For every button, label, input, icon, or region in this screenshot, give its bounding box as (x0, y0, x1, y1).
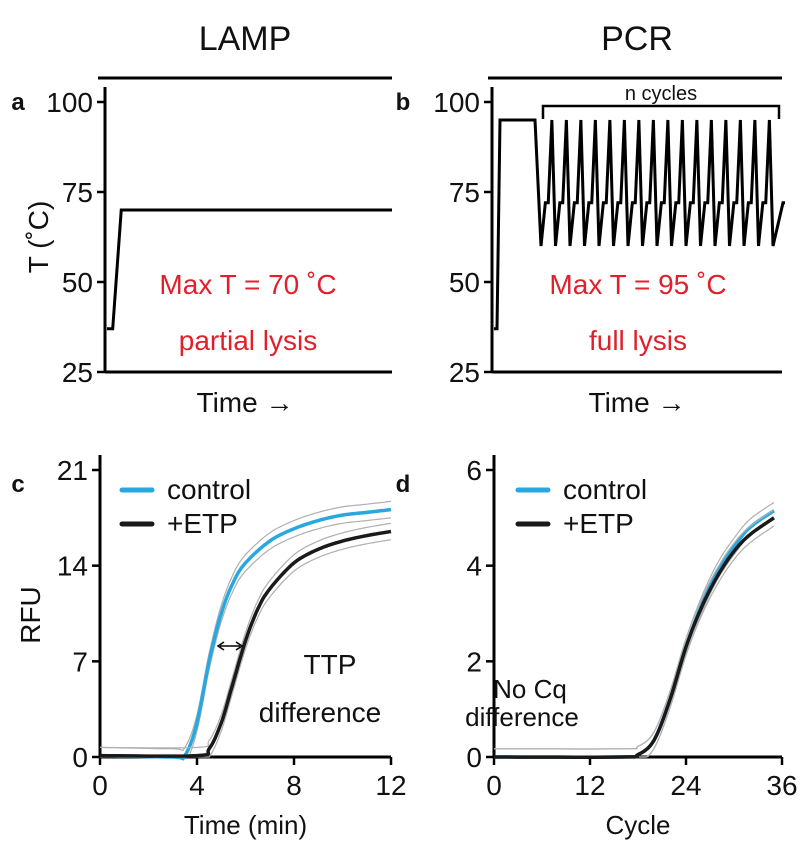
temperature-profile-pcr (494, 118, 785, 331)
y-axis-label: RFU (15, 586, 46, 644)
annotation-difference: difference (465, 702, 579, 732)
y-tick-label: 50 (449, 267, 480, 298)
annotation-max-t: Max T = 70 ˚C (159, 269, 336, 300)
x-tick-label: 8 (286, 770, 302, 801)
y-tick-label: 2 (466, 646, 482, 677)
x-axis-label: Time → (197, 387, 294, 418)
series-line-control (99, 507, 392, 761)
y-tick-label: 75 (62, 177, 93, 208)
panel-letter-c: c (11, 471, 24, 498)
header-pcr: PCR (601, 20, 673, 58)
x-tick-label: 12 (574, 770, 605, 801)
bracket-label: n cycles (625, 83, 697, 105)
replicate-band (99, 522, 392, 749)
y-tick-label: 75 (449, 177, 480, 208)
y-tick-label: 100 (433, 87, 480, 118)
annotation-max-t: Max T = 95 ˚C (549, 269, 726, 300)
header-lamp: LAMP (199, 20, 292, 58)
annotation-lysis: full lysis (589, 325, 687, 356)
x-axis-label: Time → (589, 387, 686, 418)
y-tick-label: 100 (46, 87, 93, 118)
annotation-difference: difference (259, 697, 381, 728)
cycles-bracket (541, 104, 781, 119)
x-axis-label: Time (min) (184, 810, 307, 840)
y-axis-label: T (˚C) (23, 201, 54, 274)
x-axis-label: Cycle (605, 810, 670, 840)
y-tick-label: 4 (466, 551, 482, 582)
y-tick-label: 25 (449, 357, 480, 388)
x-tick-label: 36 (766, 770, 797, 801)
temperature-profile-lamp (107, 208, 392, 331)
replicate-band (99, 500, 392, 752)
y-tick-label: 0 (466, 742, 482, 773)
x-tick-label: 24 (670, 770, 701, 801)
x-tick-label: 0 (92, 770, 108, 801)
replicate-band (100, 539, 392, 758)
y-tick-label: 6 (466, 455, 482, 486)
series-line-etp (99, 529, 392, 758)
legend-label-control: control (167, 474, 251, 505)
legend-label-etp: +ETP (563, 508, 634, 539)
y-tick-label: 0 (72, 742, 88, 773)
legend-label-etp: +ETP (167, 508, 238, 539)
x-tick-label: 0 (486, 770, 502, 801)
y-tick-label: 25 (62, 357, 93, 388)
ttp-arrowheads (216, 641, 244, 651)
x-tick-label: 4 (189, 770, 205, 801)
y-tick-label: 21 (57, 455, 88, 486)
annotation-lysis: partial lysis (179, 325, 317, 356)
legend-label-control: control (563, 474, 647, 505)
y-tick-label: 50 (62, 267, 93, 298)
panel-letter-b: b (396, 89, 411, 116)
x-tick-label: 12 (375, 770, 406, 801)
annotation-ttp: TTP (304, 649, 357, 680)
series-line-etp (494, 516, 775, 759)
panel-letter-a: a (11, 89, 25, 116)
y-tick-label: 14 (57, 551, 88, 582)
annotation-no-cq: No Cq (493, 674, 567, 704)
panel-letter-d: d (396, 471, 411, 498)
replicate-band (494, 509, 775, 750)
y-tick-label: 7 (72, 646, 88, 677)
